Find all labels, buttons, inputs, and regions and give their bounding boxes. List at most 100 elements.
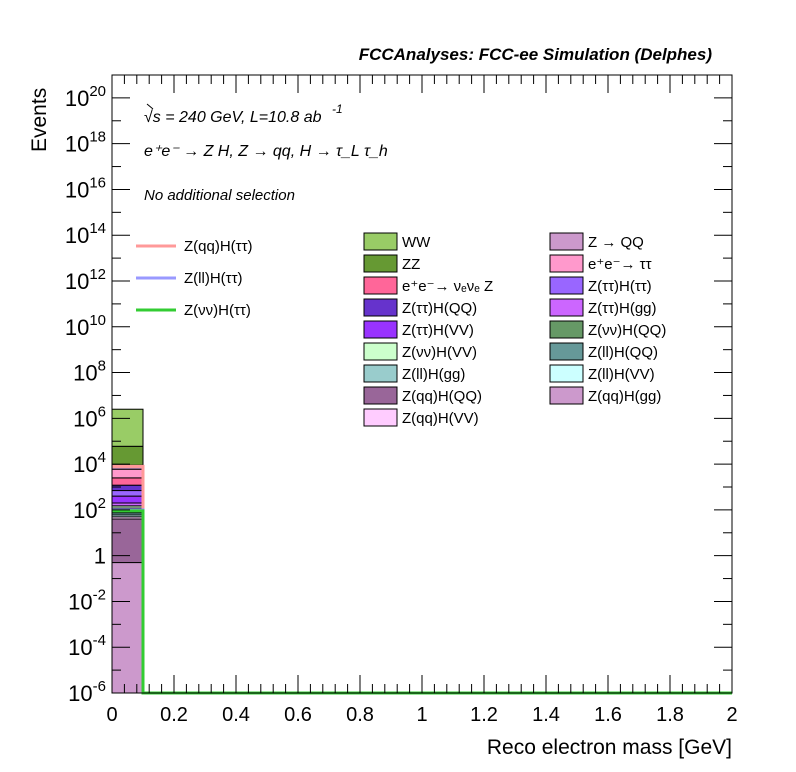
legend-bkg-col2-label-1: e⁺e⁻→ ττ	[588, 256, 652, 273]
y-tick-exponent: 16	[89, 174, 106, 191]
y-tick-label-12: 10-4	[68, 632, 106, 660]
legend-bkg-col2-label-6: Z(ll)H(VV)	[588, 366, 655, 383]
legend-bkg-col2-swatch-2	[549, 276, 584, 295]
legend-bkg-col1-swatch-0	[363, 232, 398, 251]
y-tick-label-1: 1018	[65, 129, 106, 157]
legend-bkg-col2-label-3: Z(ττ)H(gg)	[588, 300, 657, 317]
y-tick-base: 10	[65, 223, 89, 248]
y-tick-base: 10	[73, 406, 97, 431]
x-tick-label-0: 0	[106, 704, 117, 726]
legend-signal-label-0: Z(qq)H(ττ)	[184, 238, 253, 255]
legend-bkg-col2-label-5: Z(ll)H(QQ)	[588, 344, 658, 361]
y-tick-exponent: 14	[89, 220, 106, 237]
y-tick-base: 10	[68, 589, 92, 614]
bar-12	[111, 477, 144, 486]
y-tick-label-10: 1	[94, 544, 106, 569]
legend-bkg-col1-label-6: Z(ll)H(gg)	[402, 366, 465, 383]
signal-line-0	[112, 464, 732, 695]
y-tick-base: 10	[73, 498, 97, 523]
x-tick-label-1: 0.2	[160, 704, 188, 726]
y-tick-label-4: 1012	[65, 266, 106, 294]
y-tick-base: 10	[73, 361, 97, 386]
histogram-bars	[111, 408, 144, 694]
y-tick-label-5: 1010	[65, 312, 106, 340]
x-tick-label-9: 1.8	[656, 704, 684, 726]
legend-bkg-col1-swatch-7	[363, 386, 398, 405]
x-tick-label-5: 1	[416, 704, 427, 726]
legend-bkg-col1-label-3: Z(ττ)H(QQ)	[402, 300, 477, 317]
legend-bkg-col2-swatch-5	[549, 342, 584, 361]
y-tick-label-3: 1014	[65, 220, 106, 248]
signal-line-2	[112, 509, 732, 695]
x-tick-label-8: 1.6	[594, 704, 622, 726]
signal-lines	[112, 464, 732, 695]
x-tick-label-3: 0.6	[284, 704, 312, 726]
x-tick-label-2: 0.4	[222, 704, 250, 726]
legend-bkg-col1-swatch-2	[363, 276, 398, 295]
y-tick-label-0: 1020	[65, 83, 106, 111]
legend-bkg-col1-label-2: e⁺e⁻→ νₑνₑ Z	[402, 278, 493, 295]
y-tick-base: 10	[65, 132, 89, 157]
legend-bkg-col2-label-0: Z → QQ	[588, 234, 644, 251]
x-tick-label-6: 1.2	[470, 704, 498, 726]
y-tick-label-13: 10-6	[68, 678, 106, 706]
legend-signal-label-2: Z(νν)H(ττ)	[184, 302, 251, 319]
sqrt-tick	[146, 103, 154, 110]
legend-bkg-col1-swatch-6	[363, 364, 398, 383]
selection-annotation: No additional selection	[144, 187, 295, 204]
bar-15	[111, 445, 144, 466]
legend-bkg-col2-label-4: Z(νν)H(QQ)	[588, 322, 666, 339]
bar-10	[111, 490, 144, 497]
chart-title: FCCAnalyses: FCC-ee Simulation (Delphes)	[359, 45, 713, 64]
legend-bkg-col1-label-1: ZZ	[402, 256, 420, 273]
y-tick-label-8: 104	[73, 449, 106, 477]
legend-bkg-col2-swatch-4	[549, 320, 584, 339]
legend-bkg-col1-label-8: Z(qq)H(VV)	[402, 410, 479, 427]
signal-line-1	[112, 508, 732, 695]
axes: 0 0.2 0.4 0.6 0.8 1 1.2 1.4 1.6 1.8 21020101810161…	[65, 74, 738, 726]
y-tick-label-6: 108	[73, 358, 106, 386]
legend-bkg-col2-swatch-3	[549, 298, 584, 317]
bar-9	[111, 495, 144, 504]
y-tick-base: 1	[94, 544, 106, 569]
legend-signal-label-1: Z(ll)H(ττ)	[184, 270, 243, 287]
legend-bkg-col1-swatch-3	[363, 298, 398, 317]
y-tick-exponent: 4	[98, 449, 106, 466]
bar-13	[111, 468, 144, 479]
y-tick-exponent: -4	[93, 632, 106, 649]
y-tick-exponent: 20	[89, 83, 106, 100]
lumi-exponent: -1	[332, 102, 343, 116]
y-tick-exponent: 2	[98, 495, 106, 512]
x-tick-label-10: 2	[726, 704, 737, 726]
y-tick-label-11: 10-2	[68, 586, 106, 614]
x-axis-label: Reco electron mass [GeV]	[487, 736, 732, 759]
y-tick-base: 10	[68, 635, 92, 660]
legend-bkg-col1-swatch-4	[363, 320, 398, 339]
legend-bkg-col2-label-2: Z(ττ)H(ττ)	[588, 278, 652, 295]
y-tick-base: 10	[65, 177, 89, 202]
y-tick-exponent: 6	[98, 403, 106, 420]
legend-bkg-col2-swatch-6	[549, 364, 584, 383]
y-tick-exponent: -6	[93, 678, 106, 695]
y-tick-base: 10	[68, 681, 92, 706]
legend-bkg-col1-swatch-5	[363, 342, 398, 361]
y-tick-base: 10	[73, 452, 97, 477]
legend-bkg-col2-swatch-0	[549, 232, 584, 251]
y-tick-label-9: 102	[73, 495, 106, 523]
legend-bkg-col2-label-7: Z(qq)H(gg)	[588, 388, 661, 405]
legend-bkg-col1-swatch-1	[363, 254, 398, 273]
y-tick-exponent: 8	[98, 358, 106, 375]
y-tick-label-7: 106	[73, 403, 106, 431]
bar-0	[111, 562, 144, 694]
legend-bkg-col1-label-5: Z(νν)H(VV)	[402, 344, 477, 361]
y-tick-label-2: 1016	[65, 174, 106, 202]
y-tick-exponent: 18	[89, 129, 106, 146]
x-tick-label-4: 0.8	[346, 704, 374, 726]
process-annotation: e⁺e⁻ → Z H, Z → qq, H → τ_L τ_h	[144, 143, 388, 160]
legend-bkg-col2-swatch-1	[549, 254, 584, 273]
y-axis-label: Events	[28, 88, 51, 152]
x-tick-label-7: 1.4	[532, 704, 560, 726]
energy-text: √s = 240 GeV, L=10.8 ab	[144, 109, 322, 126]
legend-bkg-col1-label-0: WW	[402, 234, 431, 251]
y-tick-exponent: -2	[93, 586, 106, 603]
